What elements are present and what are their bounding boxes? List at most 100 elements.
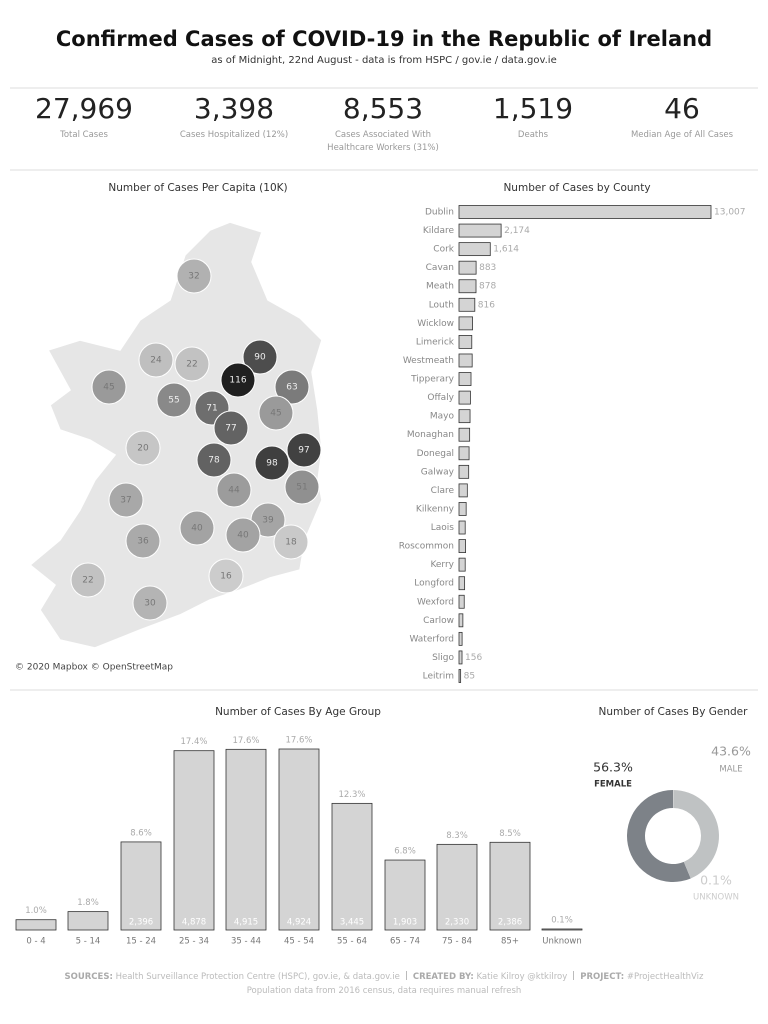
bar	[458, 669, 462, 683]
county-area	[176, 258, 212, 294]
bar	[458, 539, 466, 553]
county-label: Carlow	[423, 616, 454, 626]
bar	[458, 502, 467, 516]
county-area	[242, 339, 278, 375]
county-area	[273, 524, 309, 560]
county-area	[208, 558, 244, 594]
county-label: Tipperary	[410, 375, 455, 385]
x-tick-label: 65 - 74	[390, 937, 420, 947]
footer-label: PROJECT:	[580, 972, 625, 982]
chart-title: Number of Cases Per Capita (10K)	[108, 182, 287, 194]
kpi: 3,398 Cases Hospitalized (12%)	[159, 92, 309, 142]
county-value: 16	[220, 572, 232, 582]
value-label: 4,915	[234, 918, 258, 928]
county-label: Waterford	[409, 634, 454, 644]
county-label: Meath	[426, 282, 454, 292]
county-label: Galway	[421, 467, 455, 477]
county-value: 45	[270, 409, 281, 419]
x-tick-label: 55 - 64	[337, 937, 367, 947]
bar	[458, 557, 466, 572]
bar	[458, 613, 464, 628]
value-label: 1,614	[493, 245, 519, 255]
bar	[458, 427, 471, 442]
kpi-label: Cases Associated With Healthcare Workers…	[327, 130, 439, 153]
county-label: Cavan	[426, 263, 454, 273]
bar	[458, 520, 466, 535]
county-area	[213, 410, 249, 446]
county-value: 39	[262, 516, 274, 526]
county-label: Mayo	[430, 412, 455, 422]
county-area	[216, 472, 252, 508]
county-value: 37	[120, 496, 131, 506]
value-label: 13,007	[714, 208, 746, 218]
bar	[458, 223, 502, 238]
bar	[384, 859, 426, 931]
kpi-value: 46	[664, 92, 700, 125]
percent-label: 8.3%	[446, 831, 468, 841]
bar	[436, 843, 478, 931]
kpi: 8,553 Cases Associated With Healthcare Wo…	[308, 92, 458, 155]
kpi: 27,969 Total Cases	[9, 92, 159, 142]
percent-label: 8.5%	[499, 829, 521, 839]
county-area	[258, 395, 294, 431]
county-label: Laois	[431, 523, 455, 533]
county-area	[174, 346, 210, 382]
county-value: 97	[298, 446, 309, 456]
kpi-value: 8,553	[342, 92, 424, 125]
percent-label: 17.6%	[232, 736, 259, 746]
bar	[15, 919, 57, 931]
bar	[458, 390, 471, 405]
county-label: Kerry	[430, 560, 454, 570]
county-label: Clare	[431, 486, 455, 496]
county-label: Louth	[429, 300, 454, 310]
percent-label: 17.6%	[285, 736, 312, 746]
chart-title: Number of Cases By Age Group	[215, 706, 381, 718]
county-label: Limerick	[416, 337, 455, 347]
chart-title: Number of Cases by County	[503, 182, 650, 194]
donut-slice	[626, 790, 691, 882]
value-label: 2,396	[129, 918, 153, 928]
x-tick-label: 75 - 84	[442, 937, 472, 947]
county-value: 45	[103, 383, 114, 393]
separator	[405, 971, 407, 980]
x-tick-label: Unknown	[542, 937, 581, 947]
county-label: Monaghan	[407, 430, 454, 440]
bar	[458, 464, 470, 479]
bar	[278, 748, 320, 931]
county-value: 22	[186, 360, 197, 370]
bar	[458, 242, 491, 257]
county-area	[196, 442, 232, 478]
county-label: Donegal	[417, 449, 454, 459]
county-value: 51	[296, 483, 307, 493]
county-value: 98	[266, 459, 278, 469]
bar	[458, 409, 471, 424]
slice-label: MALE	[719, 765, 742, 775]
county-label: Roscommon	[399, 542, 454, 552]
county-label: Westmeath	[403, 356, 454, 366]
county-area	[156, 382, 192, 418]
footer: SOURCES: Health Surveillance Protection …	[0, 970, 768, 998]
bar	[458, 372, 472, 386]
kpi: 1,519 Deaths	[458, 92, 608, 142]
county-area	[225, 517, 261, 553]
bar	[120, 841, 162, 931]
county-label: Leitrim	[423, 672, 454, 682]
county-label: Sligo	[432, 653, 454, 663]
percent-label: 12.3%	[338, 790, 365, 800]
county-value: 32	[188, 272, 199, 282]
value-label: 2,174	[504, 226, 530, 236]
county-value: 44	[228, 486, 240, 496]
bar	[458, 279, 477, 294]
county-area	[286, 432, 322, 468]
bar	[173, 750, 215, 931]
county-value: 20	[137, 444, 149, 454]
footer-line: SOURCES: Health Surveillance Protection …	[0, 970, 768, 984]
bar	[458, 594, 465, 609]
county-value: 77	[225, 424, 236, 434]
county-area	[179, 510, 215, 546]
slice-label: FEMALE	[594, 780, 632, 790]
county-value: 55	[168, 396, 179, 406]
percent-label: 1.8%	[77, 898, 99, 908]
county-value: 18	[285, 538, 297, 548]
